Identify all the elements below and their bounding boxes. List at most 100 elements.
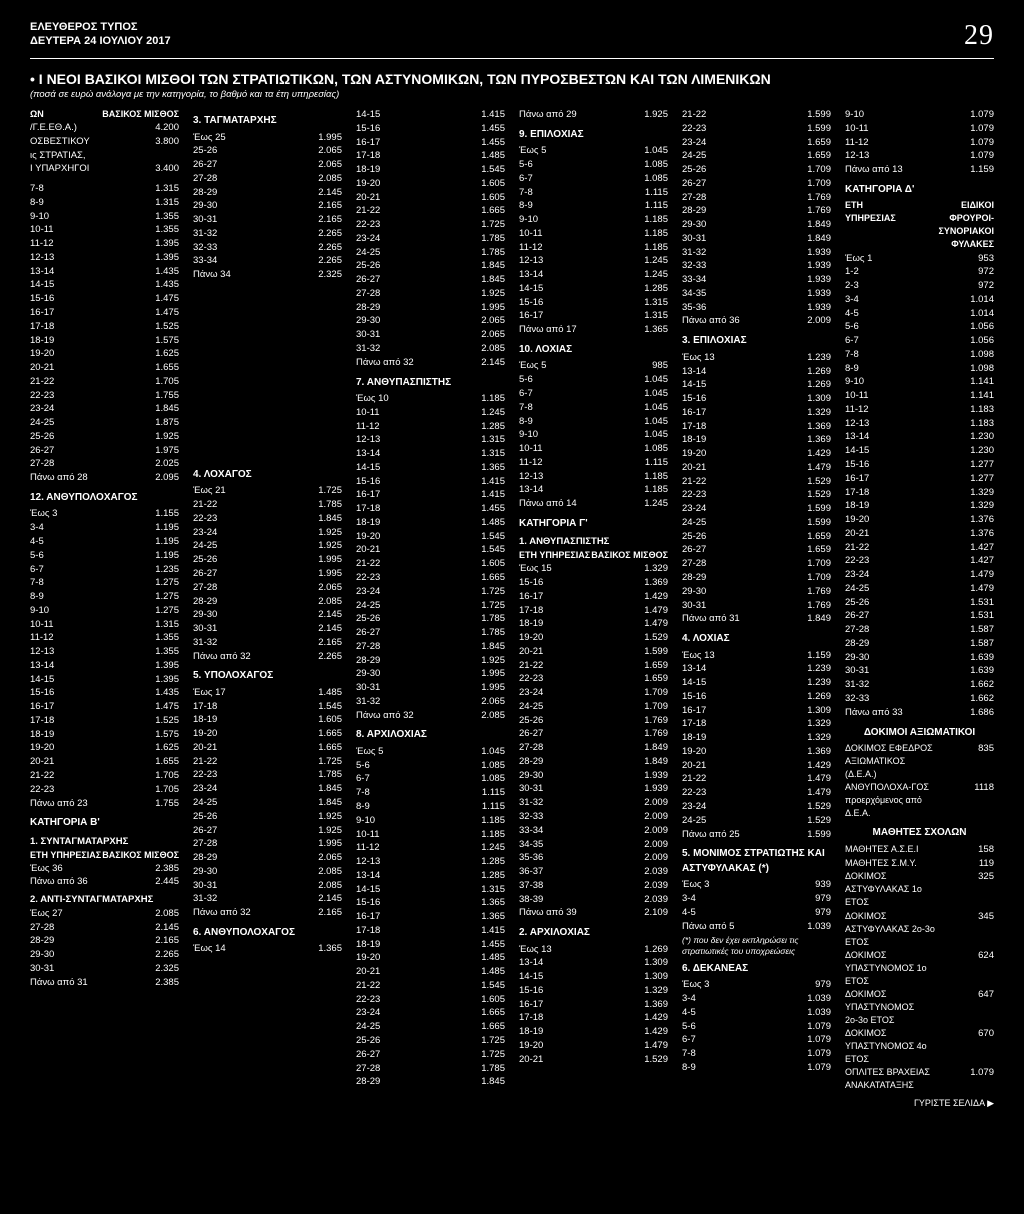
table-row: 16-171.455 bbox=[356, 136, 505, 150]
table-row: 10-111.079 bbox=[845, 122, 994, 136]
table-row: 5-61.195 bbox=[30, 549, 179, 563]
table-row: 37-382.039 bbox=[519, 879, 668, 893]
table-row: 10-111.085 bbox=[519, 442, 668, 456]
table-row: 22-231.427 bbox=[845, 554, 994, 568]
table-row: 18-191.575 bbox=[30, 728, 179, 742]
heading-6c: 6. ΔΕΚΑΝΕΑΣ bbox=[682, 962, 831, 977]
table-row: 27-281.925 bbox=[356, 287, 505, 301]
table-row: 31-321.939 bbox=[682, 246, 831, 260]
table-row: 19-201.479 bbox=[519, 1039, 668, 1053]
table-row: Πάνω από 291.925 bbox=[519, 108, 668, 122]
table-row: 31-322.145 bbox=[193, 892, 342, 906]
table-row: 26-271.769 bbox=[519, 727, 668, 741]
table-row: 30-311.849 bbox=[682, 232, 831, 246]
table-row: 29-302.265 bbox=[30, 948, 179, 962]
table-row: 5-61.085 bbox=[519, 158, 668, 172]
table-row: Έως 211.725 bbox=[193, 484, 342, 498]
table-row: ΟΠΛΙΤΕΣ ΒΡΑΧΕΙΑΣ ΑΝΑΚΑΤΑΤΑΞΗΣ1.079 bbox=[845, 1066, 994, 1092]
table-row: 33-341.939 bbox=[682, 273, 831, 287]
table-row: 5-61.085 bbox=[356, 759, 505, 773]
table-row: 14-151.395 bbox=[30, 673, 179, 687]
table-row: 27-281.849 bbox=[519, 741, 668, 755]
table-row: 23-241.479 bbox=[845, 568, 994, 582]
table-row: 4-51.014 bbox=[845, 307, 994, 321]
table-row: 26-271.995 bbox=[193, 567, 342, 581]
table-row: 14-151.415 bbox=[356, 108, 505, 122]
table-row: Πάνω από 141.245 bbox=[519, 497, 668, 511]
table-row: ΔΟΚΙΜΟΣ ΑΣΤΥΦΥΛΑΚΑΣ 2ο-3ο ΕΤΟΣ345 bbox=[845, 910, 994, 949]
table-row: 35-361.939 bbox=[682, 301, 831, 315]
table-row: 27-281.769 bbox=[682, 191, 831, 205]
table-row: 17-181.329 bbox=[845, 486, 994, 500]
table-row: 33-342.265 bbox=[193, 254, 342, 268]
table-row: 15-161.315 bbox=[519, 296, 668, 310]
table-row: 6-71.085 bbox=[356, 772, 505, 786]
table-row: 28-292.165 bbox=[30, 934, 179, 948]
table-row: 23-241.845 bbox=[30, 402, 179, 416]
table-row: 24-251.665 bbox=[356, 1020, 505, 1034]
table-row: 22-231.845 bbox=[193, 512, 342, 526]
table-row: 14-151.269 bbox=[682, 378, 831, 392]
table-row: 16-171.365 bbox=[356, 910, 505, 924]
table-row: 28-292.145 bbox=[193, 186, 342, 200]
table-row: 21-221.659 bbox=[519, 659, 668, 673]
table-row: 26-271.785 bbox=[356, 626, 505, 640]
table-row: 25-261.925 bbox=[193, 810, 342, 824]
col6d-header: ΕΤΗ ΥΠΗΡΕΣΙΑΣ ΕΙΔΙΚΟΙ ΦΡΟΥΡΟΙ- ΣΥΝΟΡΙΑΚΟ… bbox=[845, 199, 994, 251]
table-row: 12-131.355 bbox=[30, 645, 179, 659]
table-row: ΔΟΚΙΜΟΣ ΥΠΑΣΤΥΝΟΜΟΣ 2ο-3ο ΕΤΟΣ647 bbox=[845, 988, 994, 1027]
table-row: 10-111.315 bbox=[30, 618, 179, 632]
table-row: Πάνω 342.325 bbox=[193, 268, 342, 282]
table-row: Έως 1953 bbox=[845, 252, 994, 266]
table-row: 24-251.845 bbox=[193, 796, 342, 810]
table-row: 6-71.056 bbox=[845, 334, 994, 348]
table-row: 27-281.709 bbox=[682, 557, 831, 571]
table-row: 2-3972 bbox=[845, 279, 994, 293]
table-row: 19-201.485 bbox=[356, 951, 505, 965]
table-row: Έως 5985 bbox=[519, 359, 668, 373]
table-row: 15-161.269 bbox=[682, 690, 831, 704]
paper-name: ΕΛΕΥΘΕΡΟΣ ΤΥΠΟΣ bbox=[30, 20, 171, 34]
table-row: Πάνω από 51.039 bbox=[682, 920, 831, 934]
table-row: 25-262.065 bbox=[193, 144, 342, 158]
table-row: Έως 251.995 bbox=[193, 131, 342, 145]
heading-dok: ΔΟΚΙΜΟΙ ΑΞΙΩΜΑΤΙΚΟΙ bbox=[845, 726, 994, 741]
heading-2c: 2. ΑΡΧΙΛΟΧΙΑΣ bbox=[519, 926, 668, 941]
heading-3c: 3. ΕΠΙΛΟΧΙΑΣ bbox=[682, 334, 831, 349]
table-row: 7-81.115 bbox=[356, 786, 505, 800]
table-row: 22-231.665 bbox=[356, 571, 505, 585]
table-row: 23-241.925 bbox=[193, 526, 342, 540]
table-row: 6-71.079 bbox=[682, 1033, 831, 1047]
table-row: 18-191.605 bbox=[193, 713, 342, 727]
table-row: 17-181.545 bbox=[193, 700, 342, 714]
table-row: 9-101.355 bbox=[30, 210, 179, 224]
table-row: 26-271.709 bbox=[682, 177, 831, 191]
table-row: Έως 51.045 bbox=[356, 745, 505, 759]
table-row: 7-81.115 bbox=[519, 186, 668, 200]
table-row: 17-181.429 bbox=[519, 1011, 668, 1025]
table-row: 32-332.009 bbox=[519, 810, 668, 824]
table-row: 11-121.395 bbox=[30, 237, 179, 251]
page-number: 29 bbox=[964, 20, 994, 52]
table-row: 14-151.239 bbox=[682, 676, 831, 690]
table-row: Έως 151.329 bbox=[519, 562, 668, 576]
table-row: 24-251.709 bbox=[519, 700, 668, 714]
table-row: 13-141.230 bbox=[845, 430, 994, 444]
table-row: Πάνω από 392.109 bbox=[519, 906, 668, 920]
heading-4c: 4. ΛΟΧΙΑΣ bbox=[682, 632, 831, 647]
table-row: Έως 171.485 bbox=[193, 686, 342, 700]
table-row: 34-351.939 bbox=[682, 287, 831, 301]
table-row: 29-301.769 bbox=[682, 585, 831, 599]
table-row: 30-312.145 bbox=[193, 622, 342, 636]
table-row: Έως 51.045 bbox=[519, 144, 668, 158]
table-row: 18-191.479 bbox=[519, 617, 668, 631]
table-row: 24-251.599 bbox=[682, 516, 831, 530]
table-row: 20-211.605 bbox=[356, 191, 505, 205]
table-row: 18-191.429 bbox=[519, 1025, 668, 1039]
table-row: 17-181.485 bbox=[356, 149, 505, 163]
table-row: 15-161.329 bbox=[519, 984, 668, 998]
table-row: 26-272.065 bbox=[193, 158, 342, 172]
heading-1c: 1. ΑΝΘΥΠΑΣΠΙΣΤΗΣ bbox=[519, 535, 668, 549]
table-row: 31-322.009 bbox=[519, 796, 668, 810]
table-row: 20-211.376 bbox=[845, 527, 994, 541]
